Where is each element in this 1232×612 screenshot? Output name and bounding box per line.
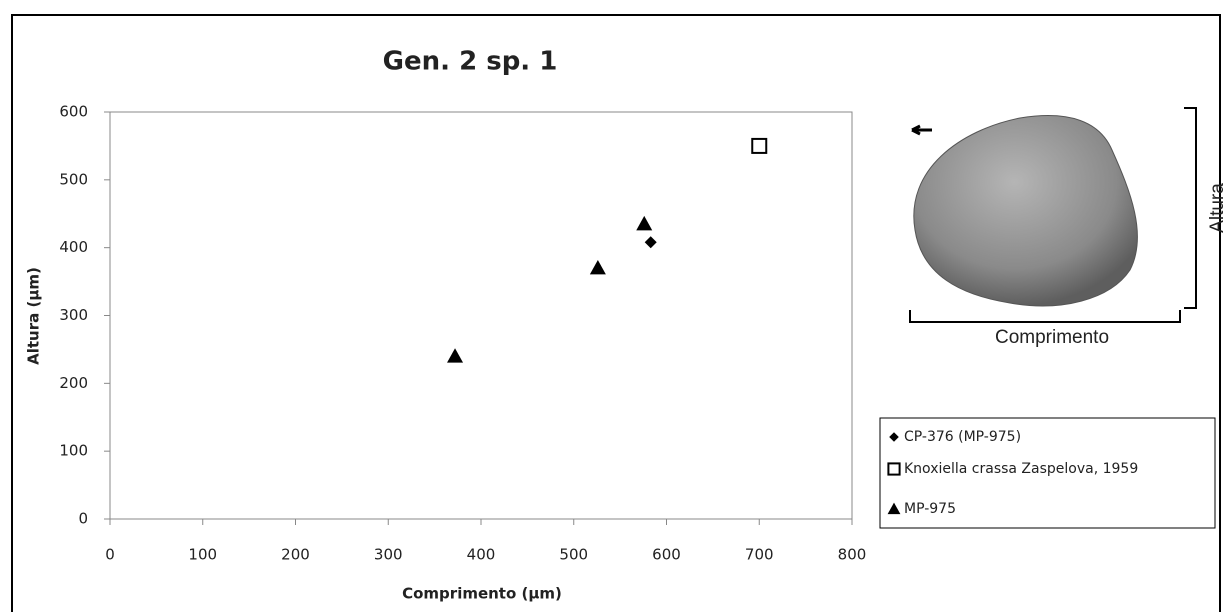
chart-title: Gen. 2 sp. 1 xyxy=(383,47,558,77)
y-tick-label: 0 xyxy=(78,510,88,528)
point xyxy=(447,348,464,363)
x-tick-label: 800 xyxy=(838,546,867,564)
y-axis-label: Altura (µm) xyxy=(25,267,43,365)
x-axis-label: Comprimento (µm) xyxy=(402,585,562,603)
frame xyxy=(11,14,1221,612)
point xyxy=(636,215,653,231)
height-label: Altura xyxy=(1207,183,1228,233)
y-tick-label: 600 xyxy=(59,103,88,121)
y-tick-label: 100 xyxy=(59,442,88,460)
plot-area xyxy=(109,111,853,520)
x-tick-label: 500 xyxy=(559,546,588,564)
legend-label: MP-975 xyxy=(904,501,956,517)
arrow xyxy=(911,124,932,136)
inset: Altura Comprimento xyxy=(909,107,1228,348)
x-tick-label: 700 xyxy=(745,546,774,564)
legend-marker xyxy=(889,432,899,442)
x-tick-label: 300 xyxy=(374,546,403,564)
point xyxy=(751,137,768,154)
legend-label: CP-376 (MP-975) xyxy=(904,429,1021,445)
height-bracket xyxy=(1184,107,1197,309)
shell xyxy=(913,115,1138,307)
width-bracket xyxy=(909,310,1181,323)
y-tick-label: 500 xyxy=(59,170,88,188)
x-tick-label: 0 xyxy=(105,546,115,564)
width-label: Comprimento xyxy=(995,327,1109,348)
x-tick-label: 400 xyxy=(467,546,496,564)
y-tick-label: 200 xyxy=(59,374,88,392)
y-tick-label: 400 xyxy=(59,238,88,256)
x-tick-label: 600 xyxy=(652,546,681,564)
y-tick-label: 300 xyxy=(59,306,88,324)
point xyxy=(589,260,606,275)
x-tick-label: 100 xyxy=(188,546,217,564)
x-tick-label: 200 xyxy=(281,546,310,564)
legend-marker xyxy=(887,462,901,476)
legend-marker xyxy=(887,502,901,515)
point xyxy=(644,236,657,249)
legend-label: Knoxiella crassa Zaspelova, 1959 xyxy=(904,461,1138,477)
legend xyxy=(879,417,1216,529)
